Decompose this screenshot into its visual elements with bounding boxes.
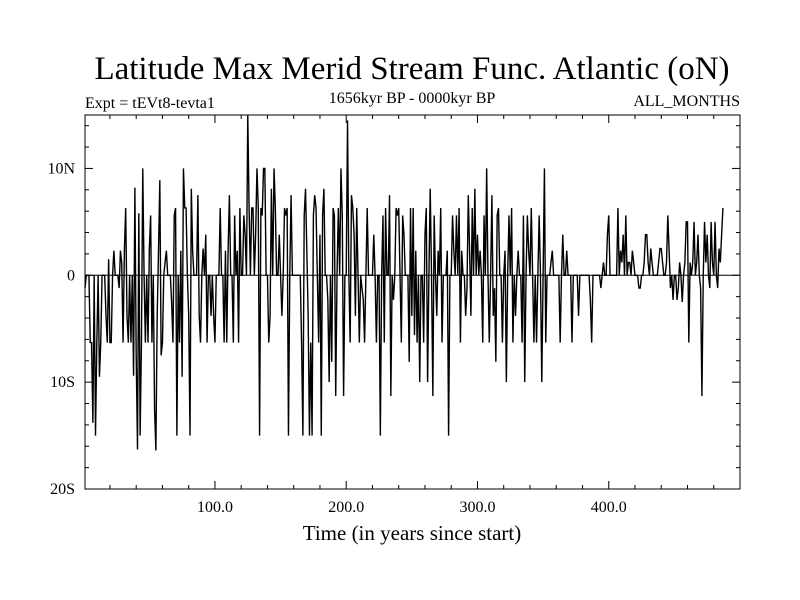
x-axis-label: Time (in years since start): [303, 521, 522, 545]
x-tick-label: 200.0: [328, 499, 364, 516]
y-tick-label: 10N: [47, 160, 75, 177]
y-tick-label: 0: [67, 267, 75, 284]
months-label: ALL_MONTHS: [633, 93, 740, 110]
expt-label: Expt = tEVt8-tevta1: [85, 95, 215, 112]
series-line: [84, 114, 724, 451]
y-tick-label: 20S: [50, 481, 75, 498]
plot-frame: [84, 114, 741, 490]
period-label: 1656kyr BP - 0000kyr BP: [329, 90, 496, 107]
y-tick-label: 10S: [50, 374, 75, 391]
x-tick-label: 100.0: [197, 499, 233, 516]
y-axis: 10N 0 10S 20S: [47, 125, 740, 498]
plot-area: 10N 0 10S 20S 100.0 200.0 300.0 400.0: [47, 114, 741, 516]
x-tick-label: 400.0: [591, 499, 627, 516]
chart-title: Latitude Max Merid Stream Func. Atlantic…: [94, 51, 729, 87]
x-axis: 100.0 200.0 300.0 400.0: [109, 115, 715, 516]
x-tick-label: 300.0: [459, 499, 495, 516]
